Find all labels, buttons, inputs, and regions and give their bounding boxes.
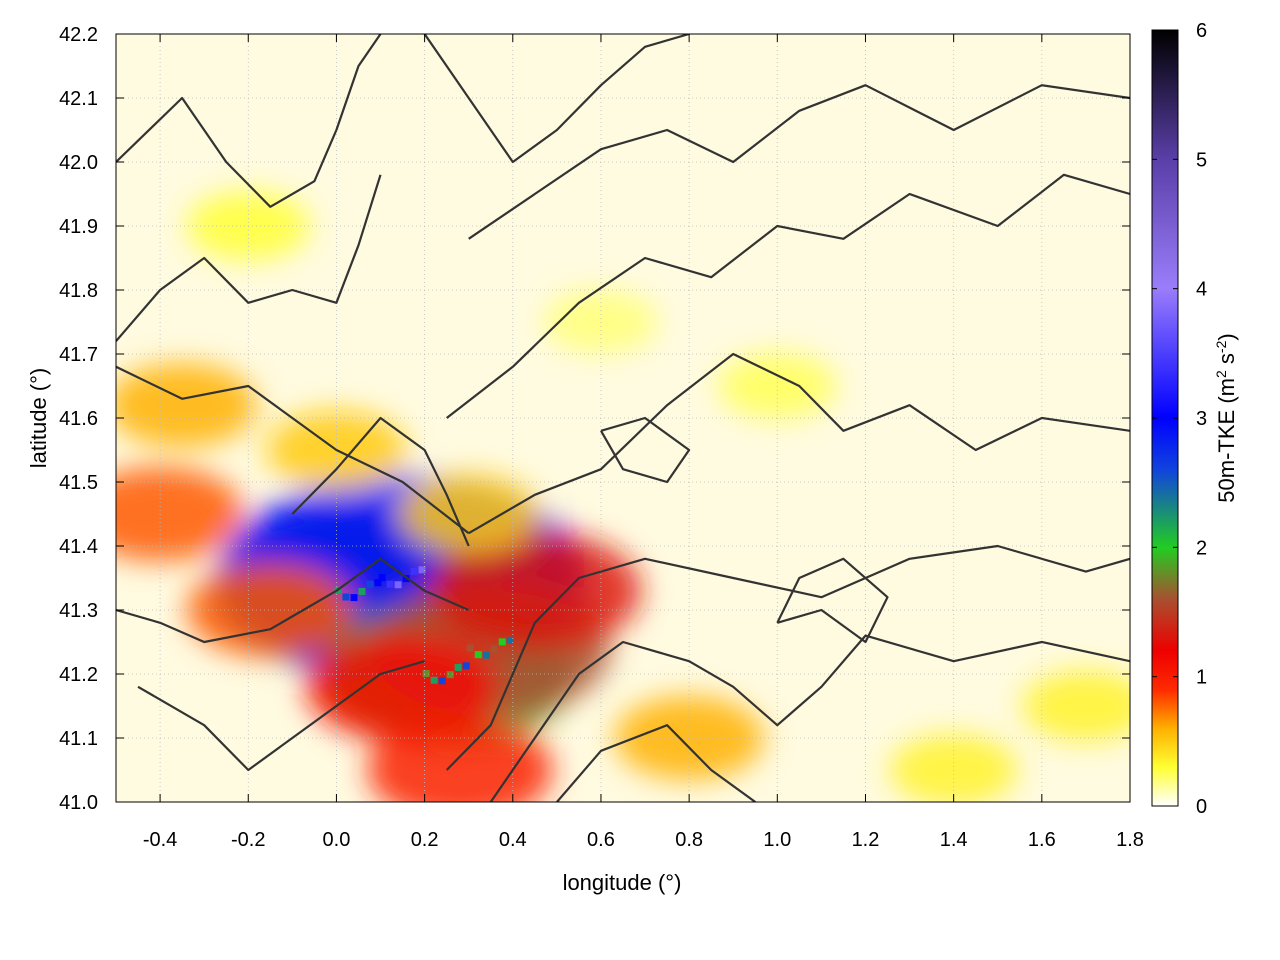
y-tick-label: 41.6 [59,408,98,430]
contour-line [445,544,1130,771]
contour-line [600,416,691,484]
x-tick-label: -0.4 [143,829,177,851]
tke-cell [386,580,394,588]
tke-cell [410,567,418,575]
tke-cell [358,587,366,595]
x-tick-label: 1.8 [1116,829,1144,851]
x-tick-label: 1.0 [763,829,791,851]
x-tick-label: 1.4 [940,829,968,851]
tke-blob [116,466,244,562]
colorbar-tick-label: 5 [1196,149,1207,171]
tke-cell [482,651,490,659]
tke-cell [490,645,498,653]
contour-line [116,365,470,535]
y-tick-label: 42.2 [59,24,98,46]
grid-layer [116,34,1130,802]
contour-line [776,557,889,644]
tke-cell [350,594,358,602]
contour-line [489,634,1130,802]
tke-blob [428,531,642,651]
y-tick-label: 42.1 [59,88,98,110]
tke-cell [438,677,446,685]
y-tick-label: 42.0 [59,152,98,174]
contour-line [137,660,425,772]
x-tick-label: 0.0 [323,829,351,851]
tke-blob [186,562,355,658]
y-tick-label: 41.0 [59,792,98,814]
tke-cell [430,676,438,684]
tke-cell [498,638,506,646]
tke-cell [454,663,462,671]
colorbar-tick-label: 0 [1196,796,1207,818]
y-tick-label: 41.7 [59,344,98,366]
tke-blob-group [116,191,1130,802]
tke-cell [466,644,474,652]
terrain-contours [116,34,1130,802]
tke-cell [366,580,374,588]
tke-cell [462,662,470,670]
tke-field-layer [116,191,1130,802]
x-tick-label: 0.2 [411,829,439,851]
contour-line [116,557,470,644]
colorbar-tick-label: 6 [1196,20,1207,42]
y-axis-label: latitude (°) [26,368,51,469]
colorbar-tick-label: 3 [1196,408,1207,430]
y-tick-label: 41.9 [59,216,98,238]
x-tick-label: 0.4 [499,829,527,851]
tke-cell [422,670,430,677]
contour-line [556,724,756,802]
tke-cell [342,593,350,601]
colorbar-tick-label: 2 [1196,537,1207,559]
tke-blob [305,632,500,742]
tke-blob [116,363,257,448]
y-tick-label: 41.3 [59,600,98,622]
y-tick-label: 41.1 [59,728,98,750]
y-tick-label: 41.5 [59,472,98,494]
y-axis-ticks: 41.0 41.1 41.2 41.3 41.4 41.5 41.6 41.7 41.8 41.9… [59,24,1130,814]
colorbar-ticks: 0 1 2 3 4 5 6 [1152,20,1207,818]
x-tick-label: -0.2 [231,829,265,851]
tke-cell [474,651,482,659]
contour-line [116,34,382,208]
x-tick-label: 0.8 [675,829,703,851]
x-axis-label: longitude (°) [563,870,682,895]
contour-line [468,352,1130,535]
colorbar-label: 50m-TKE (m2 s-2) [1213,333,1239,502]
y-tick-label: 41.4 [59,536,98,558]
x-tick-label: 1.6 [1028,829,1056,851]
tke-blob [367,717,553,802]
x-axis-ticks: -0.4 -0.2 0.0 0.2 0.4 0.6 0.8 1.0 1.2 1.4 1.6 1.8 [143,34,1144,851]
contour-line [291,416,470,547]
tke-blob [889,734,1018,802]
colorbar-tick-label: 4 [1196,279,1207,301]
tke-cell [418,566,426,574]
colorbar-tick-label: 1 [1196,667,1207,689]
contour-line [116,174,382,342]
x-tick-label: 0.6 [587,829,615,851]
tke-cell [506,636,514,644]
contour-line [468,84,1130,240]
tke-blob [1022,670,1130,742]
contour-line [446,173,1130,419]
y-tick-label: 41.2 [59,664,98,686]
y-tick-label: 41.8 [59,280,98,302]
tke-cell [446,671,454,679]
tke-blob [398,474,540,554]
tke-cell [374,579,382,587]
contour-line [423,34,690,164]
tke-cell [378,574,386,581]
colorbar-label-name: 50m-TKE [1214,410,1239,503]
x-tick-label: 1.2 [852,829,880,851]
tke-cell [394,581,402,589]
